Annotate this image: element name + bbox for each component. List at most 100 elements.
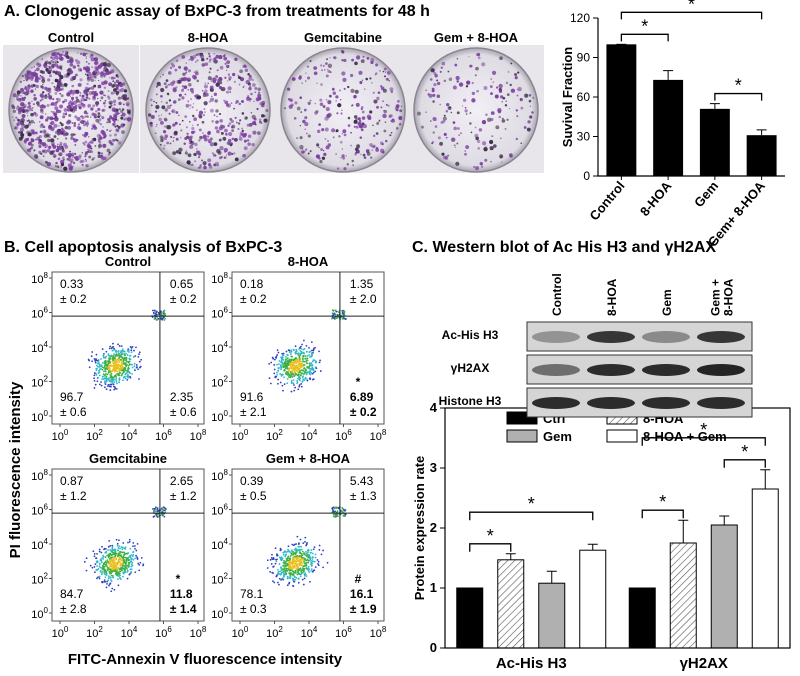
event <box>116 370 118 372</box>
colony <box>39 139 41 141</box>
colony <box>341 59 343 61</box>
colony <box>384 110 387 113</box>
event <box>297 359 299 361</box>
colony <box>491 111 495 115</box>
colony <box>376 97 379 100</box>
colony <box>101 116 104 119</box>
event <box>287 357 289 359</box>
event <box>105 375 107 377</box>
event <box>105 351 107 353</box>
colony <box>116 80 120 84</box>
colony <box>375 148 379 152</box>
event <box>94 372 96 374</box>
event <box>105 561 107 563</box>
colony <box>167 85 168 86</box>
colony <box>38 142 41 145</box>
event <box>335 314 337 316</box>
colony <box>158 115 160 117</box>
colony <box>190 141 192 143</box>
colony <box>517 89 518 90</box>
tick-label: 100 <box>232 428 249 443</box>
event <box>125 553 127 555</box>
colony <box>64 108 68 112</box>
event <box>115 562 117 564</box>
colony <box>70 166 73 169</box>
colony <box>76 156 78 158</box>
event <box>311 356 313 358</box>
legend-swatch <box>607 430 637 442</box>
colony <box>444 133 447 136</box>
event <box>296 373 298 375</box>
colony <box>362 110 365 113</box>
event <box>113 353 115 355</box>
colony <box>86 56 88 58</box>
colony <box>113 83 116 86</box>
event <box>107 549 109 551</box>
quadrant-value: ± 2.8 <box>60 602 87 616</box>
event <box>156 311 158 313</box>
colony <box>55 162 57 164</box>
tick-exponent: 4 <box>133 428 138 437</box>
colony <box>343 167 346 170</box>
colony <box>30 129 34 133</box>
colony <box>529 94 532 97</box>
colony <box>44 131 46 133</box>
event <box>305 562 307 564</box>
colony <box>384 67 387 70</box>
colony <box>457 111 460 114</box>
colony <box>197 95 201 99</box>
colony <box>20 88 24 92</box>
colony <box>99 118 102 121</box>
tick-label: 102 <box>86 428 103 443</box>
colony <box>305 117 307 119</box>
event <box>157 318 159 320</box>
colony <box>31 67 33 69</box>
event <box>292 359 294 361</box>
colony <box>187 100 189 102</box>
event <box>86 557 88 559</box>
event <box>108 575 110 577</box>
event <box>122 551 124 553</box>
colony <box>121 130 125 134</box>
tick-exponent: 2 <box>224 572 229 581</box>
event <box>127 570 129 572</box>
event <box>288 545 290 547</box>
colony <box>40 93 44 97</box>
colony <box>185 150 187 152</box>
event <box>308 566 310 568</box>
event <box>101 561 103 563</box>
colony <box>396 127 399 130</box>
event <box>125 353 127 355</box>
colony <box>80 52 83 55</box>
event <box>344 311 346 313</box>
event <box>100 570 102 572</box>
colony <box>27 148 31 152</box>
colony <box>208 163 211 166</box>
event <box>293 379 295 381</box>
event <box>332 309 334 311</box>
event <box>137 543 139 545</box>
colony <box>356 103 360 107</box>
colony <box>63 159 65 161</box>
tick-base: 10 <box>211 309 223 321</box>
tick-exponent: 0 <box>64 625 69 634</box>
colony <box>472 92 475 95</box>
colony <box>159 84 161 86</box>
colony <box>243 86 245 88</box>
event <box>154 309 156 311</box>
event <box>121 548 123 550</box>
event <box>300 383 302 385</box>
colony <box>67 119 71 123</box>
colony <box>464 153 467 156</box>
colony <box>69 151 71 153</box>
event <box>267 567 269 569</box>
colony <box>375 63 378 66</box>
event <box>125 565 127 567</box>
event <box>300 539 302 541</box>
colony <box>391 119 395 123</box>
colony <box>34 70 36 72</box>
colony <box>106 129 108 131</box>
event <box>311 372 313 374</box>
colony <box>507 93 510 96</box>
